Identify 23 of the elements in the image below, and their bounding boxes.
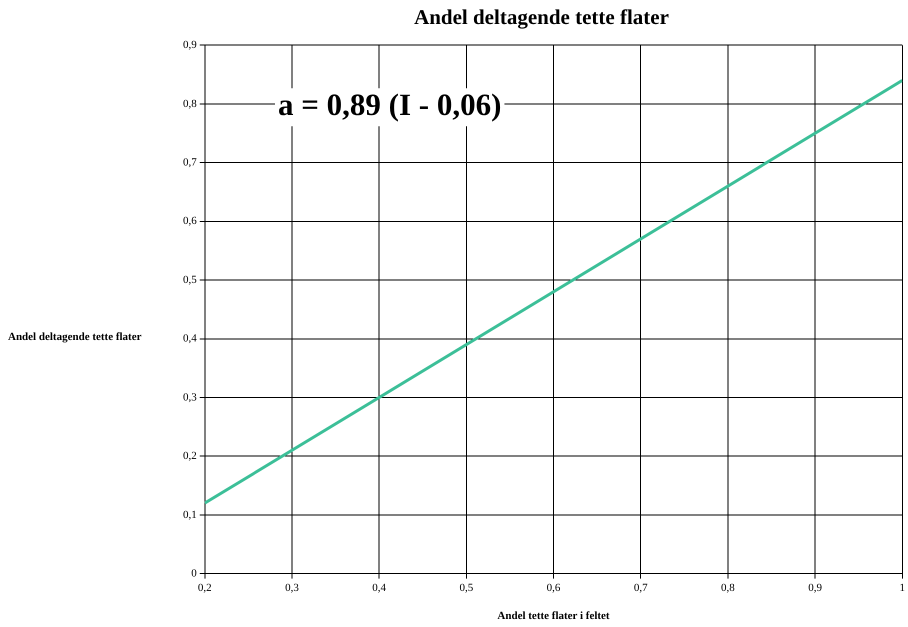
y-tick-label: 0,6 (183, 215, 198, 228)
y-tick-label: 0 (191, 567, 198, 580)
y-tick-label: 0,7 (183, 156, 198, 169)
y-axis-title: Andel deltagende tette flater (8, 331, 142, 344)
x-tick-label: 1 (900, 582, 905, 594)
y-tick-label: 0,1 (183, 508, 197, 521)
x-tick-label: 0,5 (459, 582, 474, 594)
chart-title: Andel deltagende tette flater (414, 5, 669, 30)
x-axis-title: Andel tette flater i feltet (497, 610, 610, 622)
x-tick-label: 0,6 (546, 582, 561, 594)
y-tick-label: 0,8 (183, 98, 198, 110)
x-tick-label: 0,4 (372, 582, 386, 594)
y-tick-label: 0,9 (183, 39, 198, 52)
x-tick-label: 0,2 (198, 582, 212, 594)
x-tick-label: 0,7 (634, 582, 648, 594)
y-tick-label: 0,5 (183, 274, 198, 286)
x-tick-label: 0,9 (808, 582, 822, 594)
x-tick-label: 0,8 (721, 582, 736, 594)
annotation: a = 0,89 (I - 0,06) (278, 87, 502, 122)
y-tick-label: 0,2 (183, 450, 197, 462)
x-tick-label: 0,3 (285, 582, 300, 594)
y-tick-label: 0,3 (183, 391, 198, 404)
y-tick-label: 0,4 (183, 332, 198, 345)
